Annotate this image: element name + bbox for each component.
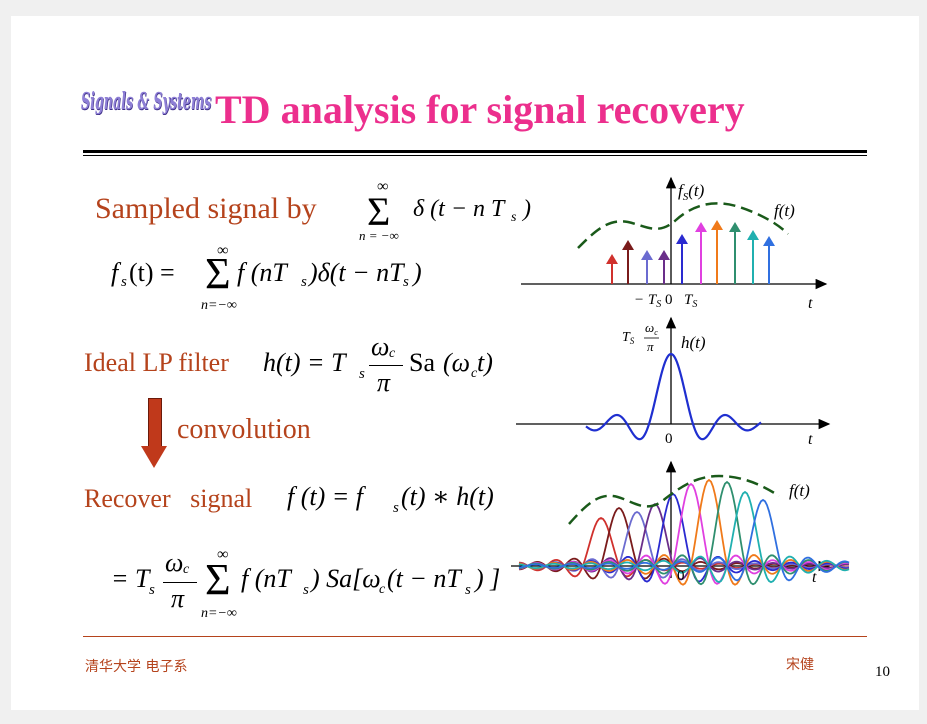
- sample-arrowhead: [658, 250, 670, 260]
- plot2-tick-zero: 0: [665, 431, 673, 447]
- plot3-envelope-curve: [568, 474, 780, 525]
- sample-arrowhead: [763, 236, 775, 246]
- impulse-response-plot: TS ωc π h(t) 0 t: [516, 316, 831, 448]
- title-rule-thin: [83, 155, 867, 156]
- plot1-envelope-curve: [577, 202, 789, 249]
- footer-university: 清华大学 电子系: [85, 659, 188, 675]
- sampled-signal-plot: fS(t) f(t) − TS 0 TS t: [521, 176, 828, 312]
- sample-arrowhead: [641, 250, 653, 260]
- plot1-tick-neg: − TS: [634, 292, 661, 310]
- recover-signal-label: Recover signal: [84, 484, 253, 513]
- plot3-tick-zero: 0: [677, 568, 685, 584]
- plot1-curve-label: f(t): [774, 201, 795, 220]
- plot2-x-label: t: [808, 431, 813, 448]
- sample-arrowhead: [606, 254, 618, 264]
- shifted-sinc-curve: [518, 490, 850, 584]
- shifted-sinc-curve: [518, 498, 850, 582]
- down-arrow-icon: [141, 446, 167, 468]
- plot2-peak-frac-den: π: [647, 339, 654, 354]
- down-arrow-shaft: [148, 398, 162, 447]
- plot2-y-label: h(t): [681, 333, 706, 352]
- footer-rule: [83, 636, 867, 637]
- plot1-tick-zero: 0: [665, 292, 673, 308]
- slide: Signals & Systems TD analysis for signal…: [11, 16, 919, 710]
- sample-arrowhead: [729, 222, 741, 232]
- plot1-tick-pos: TS: [684, 292, 697, 310]
- slide-title: TD analysis for signal recovery: [215, 87, 745, 132]
- plot2-peak-label: TS: [622, 330, 635, 346]
- convolution-label: convolution: [177, 414, 311, 445]
- filter-impulse-equation: h(t) = T s ω c π Sa (ω c t): [263, 332, 493, 397]
- shifted-sinc-curve: [518, 480, 850, 586]
- plot1-y-label: fS(t): [678, 181, 705, 203]
- ideal-lp-filter-label: Ideal LP filter: [84, 348, 229, 377]
- shifted-sinc-curve: [518, 478, 850, 586]
- sampled-signal-equation: f s (t) = ∞ Σ n=−∞ f (nT s )δ(t − nT s ): [111, 242, 422, 313]
- sample-arrowhead: [622, 240, 634, 250]
- footer-author: 宋健: [786, 657, 814, 673]
- recover-equation: f (t) = f s (t) ∗ h(t): [287, 482, 494, 516]
- plot3-curve-label: f(t): [789, 481, 810, 500]
- plot1-x-label: t: [808, 295, 813, 312]
- sampled-signal-label: Sampled signal by: [95, 192, 317, 225]
- sample-arrowhead: [676, 234, 688, 244]
- plot2-peak-frac-num: ωc: [645, 320, 658, 337]
- logo: Signals & Systems: [81, 88, 212, 115]
- sinc-curve: [585, 352, 762, 441]
- recover-expansion-equation: = T s ω c π ∞ Σ n=−∞ f (nT s ) Sa[ω c (t…: [111, 546, 501, 621]
- sample-arrowhead: [695, 222, 707, 232]
- page-number: 10: [875, 664, 890, 680]
- title-rule: [83, 150, 867, 153]
- sample-arrowhead: [747, 230, 759, 240]
- sampling-sum-equation: ∞ Σ n = −∞ δ (t − n T s ): [359, 178, 531, 243]
- plot3-x-label: t: [812, 569, 817, 586]
- recovered-signal-plot: f(t) 0 t: [511, 460, 850, 586]
- sample-arrowhead: [711, 220, 723, 230]
